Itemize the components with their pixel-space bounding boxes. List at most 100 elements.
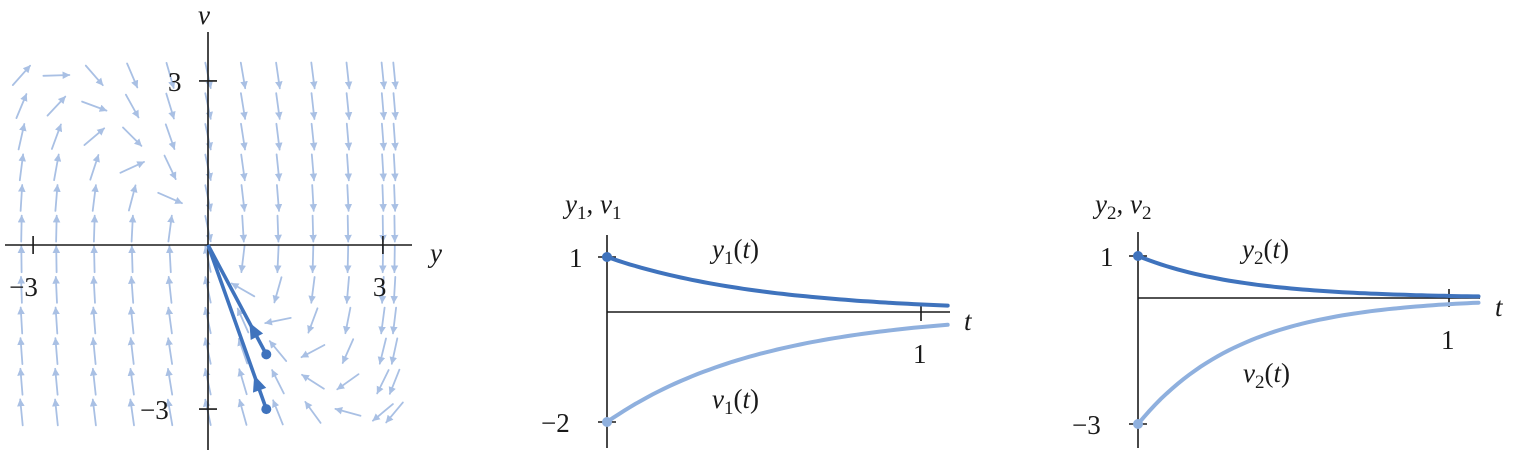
field-arrow [18, 153, 26, 182]
field-arrow [165, 367, 174, 396]
y-tick-label: 1 [569, 243, 583, 273]
field-arrow [379, 122, 388, 151]
y-tick-label: −3 [1072, 410, 1101, 440]
field-arrow [239, 184, 248, 212]
field-arrow [127, 306, 136, 335]
field-arrow [264, 316, 292, 326]
field-arrow [309, 184, 318, 212]
series-line-v1(t) [605, 322, 950, 424]
trajectory-start-point [261, 404, 272, 415]
field-arrow [239, 214, 248, 243]
field-arrow [165, 306, 174, 335]
field-arrow [304, 400, 322, 424]
field-arrow [391, 122, 399, 151]
field-arrow [51, 123, 63, 150]
field-arrow [239, 61, 248, 90]
field-arrow [343, 245, 352, 274]
p2-t-axis-label: t [964, 306, 973, 336]
field-arrow [275, 122, 283, 151]
y-tick-label: −2 [541, 408, 570, 438]
field-arrow [379, 153, 388, 182]
series-start-point [602, 417, 612, 427]
field-arrow [391, 153, 399, 182]
field-arrow [344, 122, 353, 151]
field-arrow [391, 184, 399, 212]
field-arrow [126, 62, 139, 89]
p3-ticks: 1 1 −3 [1072, 242, 1455, 440]
field-arrow [238, 245, 246, 274]
field-arrow [388, 368, 401, 395]
field-arrow [127, 367, 136, 396]
field-arrow [163, 154, 177, 181]
field-arrow [164, 123, 176, 150]
field-arrow [237, 368, 248, 396]
field-arrow [240, 153, 248, 182]
phase-x-tick-label: −3 [9, 272, 38, 302]
phase-y-tick-label: 3 [168, 67, 182, 97]
field-arrow [390, 306, 398, 335]
field-arrow [128, 245, 136, 274]
field-arrow [52, 398, 60, 427]
field-arrow [307, 307, 319, 334]
field-arrow [165, 62, 176, 89]
v2-curve-label: v2(t) [1243, 358, 1290, 393]
field-arrow [391, 92, 399, 120]
field-arrow [379, 61, 388, 90]
field-arrow [89, 367, 98, 396]
field-arrow [127, 398, 136, 427]
field-arrow [344, 92, 353, 120]
y1-curve-label: y1(t) [709, 234, 759, 269]
phase-y-axis-label: v [198, 0, 210, 30]
series-start-point [1133, 419, 1143, 429]
field-arrow [379, 92, 388, 120]
field-arrow [342, 306, 352, 335]
series-start-point [602, 252, 612, 262]
field-arrow [127, 184, 138, 212]
trajectory-start-point [261, 349, 272, 360]
field-arrow [167, 214, 175, 243]
field-arrow [336, 373, 360, 391]
series-line-v2(t) [1136, 300, 1481, 426]
trajectory-line [206, 244, 268, 356]
field-arrow [53, 184, 61, 212]
field-arrow [84, 64, 104, 87]
p2-curves [602, 252, 950, 427]
field-arrow [89, 398, 98, 427]
field-arrow [17, 275, 26, 304]
field-arrow [165, 92, 176, 120]
field-arrow [90, 306, 98, 335]
series-line-y2(t) [1136, 254, 1481, 299]
field-arrow [237, 398, 248, 426]
field-arrow [91, 184, 99, 212]
v1-curve-label: v1(t) [712, 384, 759, 419]
p3-t-axis-label: t [1495, 292, 1504, 322]
field-arrow [157, 191, 183, 205]
field-arrow [389, 337, 399, 365]
field-arrow [274, 153, 283, 182]
p2-ticks: 1 1 −2 [541, 243, 927, 438]
field-arrow [301, 373, 325, 390]
field-arrow [344, 61, 353, 90]
phase-x-axis-label: y [427, 238, 442, 268]
field-arrow [122, 126, 143, 147]
phase-trajectories [206, 244, 272, 415]
field-arrow [274, 184, 283, 212]
field-arrow [271, 369, 285, 395]
field-arrow [344, 184, 353, 212]
field-arrow [376, 369, 390, 395]
field-arrow [90, 214, 99, 243]
field-arrow [52, 337, 60, 366]
field-arrow [272, 399, 284, 426]
field-arrow [165, 245, 174, 274]
field-arrow [309, 214, 317, 243]
series-start-point [1133, 251, 1143, 261]
field-arrow [309, 122, 318, 151]
field-arrow [344, 214, 352, 243]
field-arrow [17, 337, 25, 366]
field-arrow [128, 275, 136, 304]
field-arrow [378, 275, 387, 304]
field-arrow [273, 245, 282, 274]
field-arrow [334, 407, 362, 417]
p3-curves [1133, 251, 1481, 429]
